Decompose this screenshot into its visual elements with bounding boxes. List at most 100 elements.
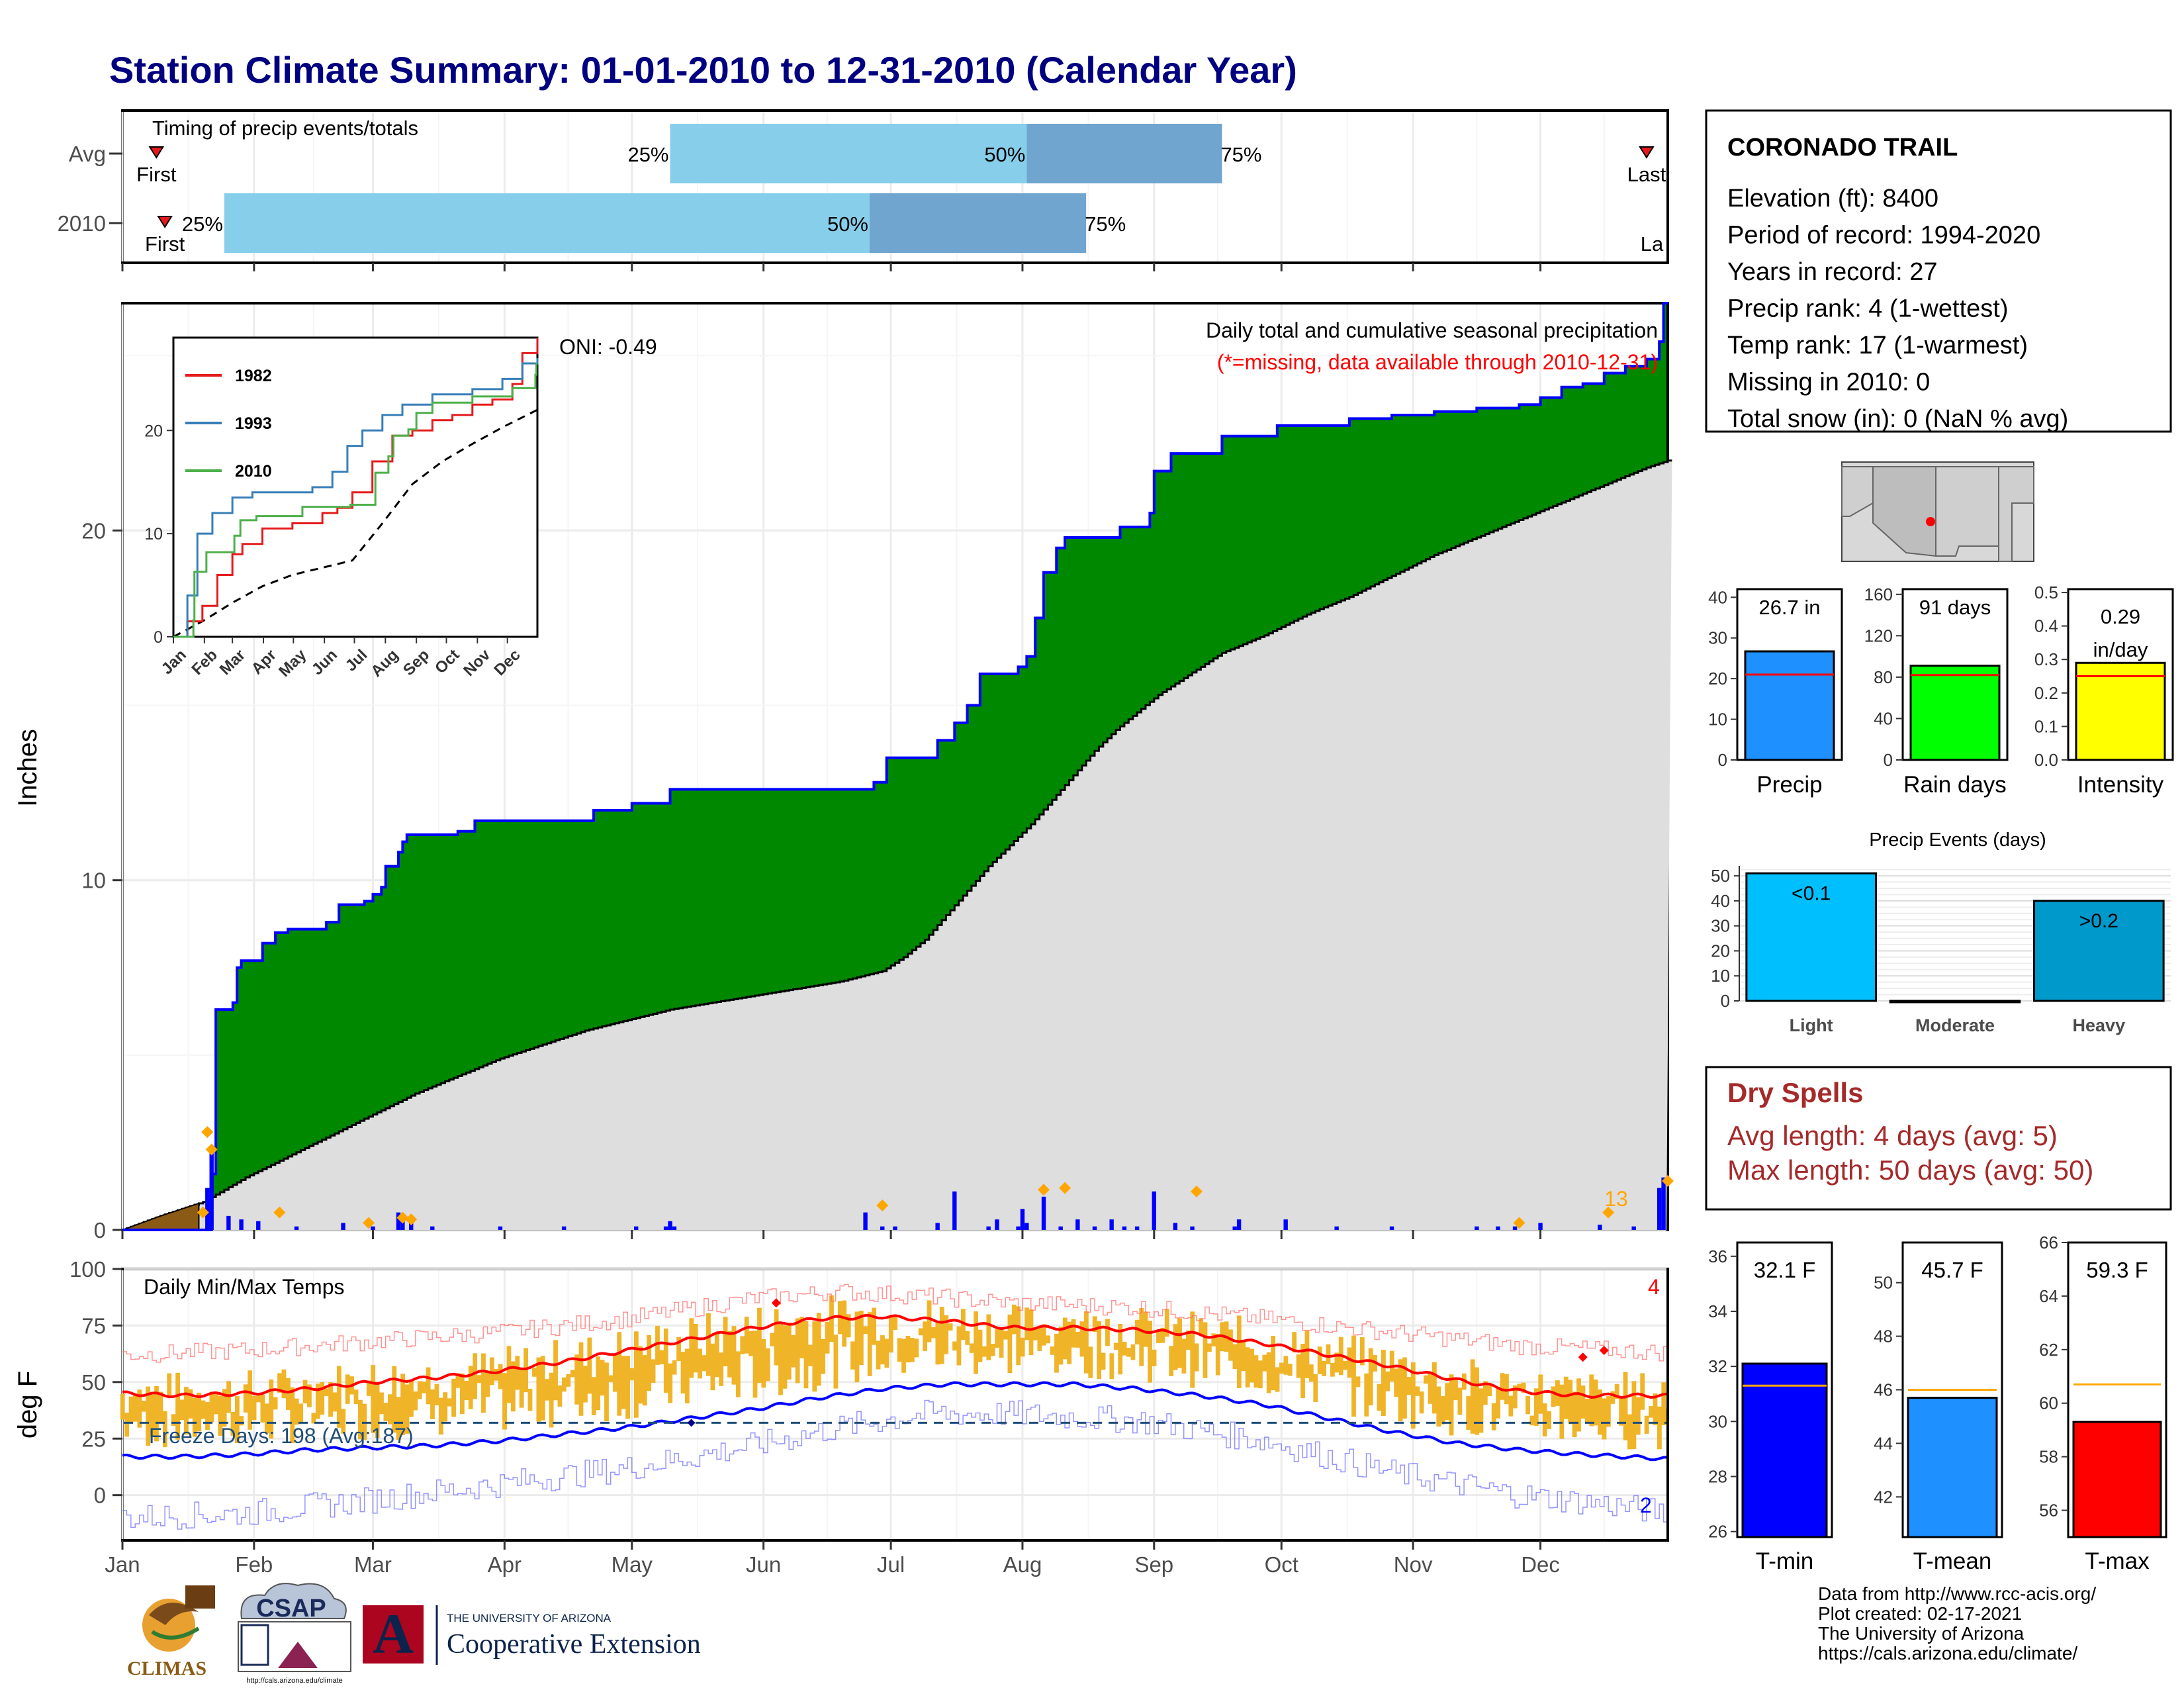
daily-temp-bar xyxy=(413,1391,418,1411)
daily-temp-bar xyxy=(680,1352,686,1394)
daily-temp-bar xyxy=(1088,1346,1093,1378)
daily-temp-bar xyxy=(1424,1375,1428,1384)
daily-precip-bar xyxy=(663,1226,668,1230)
daily-temp-bar xyxy=(1508,1395,1514,1417)
daily-temp-bar xyxy=(1050,1346,1055,1355)
daily-temp-bar xyxy=(1355,1376,1361,1387)
daily-temp-bar xyxy=(1623,1372,1628,1440)
timing-panel: Avg 25% 50% 75% First Last 2010 25% 50% 75% First L… xyxy=(58,106,1689,271)
daily-temp-bar xyxy=(1657,1406,1662,1450)
cold-record-marker xyxy=(687,1419,696,1427)
daily-temp-bar xyxy=(124,1413,130,1437)
daily-temp-bar xyxy=(723,1317,728,1367)
daily-temp-bar xyxy=(744,1317,749,1354)
daily-temp-bar xyxy=(1241,1342,1246,1372)
daily-precip-bar xyxy=(498,1226,503,1230)
daily-temp-bar xyxy=(1041,1324,1046,1346)
events-bar-label: >0.2 xyxy=(2079,910,2118,932)
daily-temp-bar xyxy=(371,1365,376,1433)
daily-temp-bar xyxy=(307,1384,312,1407)
inset-ytick-label: 20 xyxy=(144,422,163,440)
daily-precip-bar xyxy=(205,1188,210,1230)
csap-logo: CSAP http://cals.arizona.edu/climate xyxy=(238,1583,351,1685)
daily-temp-bar xyxy=(1148,1321,1152,1383)
daily-temp-bar xyxy=(1313,1374,1318,1402)
mini-value-label: in/day xyxy=(2093,638,2148,661)
daily-temp-bar xyxy=(1466,1396,1471,1430)
daily-temp-bar xyxy=(519,1368,524,1408)
mini-ytick-label: 160 xyxy=(1864,585,1893,604)
daily-temp-bar xyxy=(328,1382,333,1417)
events-ytick-label: 30 xyxy=(1711,916,1730,936)
daily-temp-bar xyxy=(150,1394,155,1438)
daily-temp-bar xyxy=(1547,1411,1551,1429)
daily-temp-bar xyxy=(1475,1367,1479,1435)
temp-bar-t-max: 56 58 60 62 64 66 59.3 F T-max xyxy=(2039,1233,2167,1574)
daily-temp-bar xyxy=(604,1362,609,1422)
daily-temp-bar xyxy=(587,1337,592,1394)
daily-temp-bar xyxy=(434,1383,439,1406)
daily-temp-bar xyxy=(825,1321,830,1354)
daily-temp-bar xyxy=(1538,1374,1543,1414)
temp-bar-ytick-label: 46 xyxy=(1874,1380,1893,1400)
daily-temp-bar xyxy=(1122,1342,1127,1356)
daily-temp-bar xyxy=(731,1326,737,1385)
hot-record-marker xyxy=(771,1298,781,1308)
daily-temp-bar xyxy=(846,1314,851,1338)
daily-temp-bar xyxy=(1262,1354,1267,1372)
daily-temp-bar xyxy=(438,1397,443,1435)
events-ytick-label: 0 xyxy=(1721,991,1730,1011)
timing-p75-label: 75% xyxy=(1085,212,1126,236)
events-bar-heavy xyxy=(2033,900,2165,1002)
daily-temp-bar xyxy=(1487,1383,1492,1397)
events-ytick-label: 10 xyxy=(1711,966,1730,986)
daily-temp-bar xyxy=(1177,1318,1182,1368)
daily-temp-bar xyxy=(1479,1388,1484,1433)
timing-title: Timing of precip events/totals xyxy=(152,117,418,140)
daily-temp-bar xyxy=(893,1316,898,1331)
temp-bar-label: T-mean xyxy=(1913,1548,1992,1574)
daily-temp-bar xyxy=(417,1381,422,1399)
daily-precip-bar xyxy=(400,1217,405,1230)
daily-temp-bar xyxy=(455,1373,461,1388)
daily-temp-bar xyxy=(1385,1371,1390,1391)
daily-temp-bar xyxy=(1037,1327,1042,1351)
hot-count: 4 xyxy=(1648,1275,1660,1299)
cold-count: 2 xyxy=(1640,1493,1652,1517)
temp-bar-value-label: 32.1 F xyxy=(1754,1258,1816,1282)
hot-record-marker xyxy=(1599,1346,1609,1355)
daily-precip-bar xyxy=(1657,1188,1662,1230)
daily-temp-bar xyxy=(888,1317,893,1353)
timing-bar-25-50 xyxy=(670,124,1027,183)
temp-bar-ytick-label: 34 xyxy=(1708,1301,1727,1321)
freeze-label: Freeze Days: 198 (Avg:187) xyxy=(149,1424,414,1448)
mini-ytick-label: 120 xyxy=(1864,626,1893,645)
daily-temp-bar xyxy=(816,1313,821,1386)
daily-temp-bar xyxy=(566,1374,571,1387)
daily-temp-bar xyxy=(808,1344,813,1366)
daily-precip-bar xyxy=(633,1226,639,1230)
daily-temp-bar xyxy=(1496,1387,1501,1419)
daily-temp-bar xyxy=(1245,1347,1250,1387)
timing-first-label: First xyxy=(145,232,185,256)
precip-title: Daily total and cumulative seasonal prec… xyxy=(1206,318,1658,342)
daily-temp-bar xyxy=(1046,1335,1051,1344)
mini-bar-rain-days: 0 40 80 120 160 91 days Rain days xyxy=(1864,585,2009,798)
mini-ytick-label: 10 xyxy=(1708,710,1727,729)
temp-bar-ytick-label: 58 xyxy=(2039,1447,2058,1467)
daily-precip-bar xyxy=(1024,1223,1029,1230)
daily-temp-bar xyxy=(332,1392,338,1412)
daily-precip-bar xyxy=(893,1226,897,1230)
precip-subtitle: (*=missing, data available through 2010-… xyxy=(1217,350,1658,374)
daily-temp-bar xyxy=(1071,1319,1076,1348)
daily-temp-bar xyxy=(752,1331,758,1398)
daily-temp-bar xyxy=(549,1372,554,1428)
avg-max-line xyxy=(122,1313,1668,1399)
daily-temp-bar xyxy=(749,1331,753,1356)
daily-temp-bar xyxy=(969,1343,974,1353)
daily-temp-bar xyxy=(1266,1352,1271,1393)
mini-bar-value xyxy=(1909,665,2001,761)
daily-temp-bar xyxy=(974,1311,978,1374)
daily-temp-bar xyxy=(1292,1332,1297,1353)
daily-temp-bar xyxy=(1211,1333,1216,1346)
